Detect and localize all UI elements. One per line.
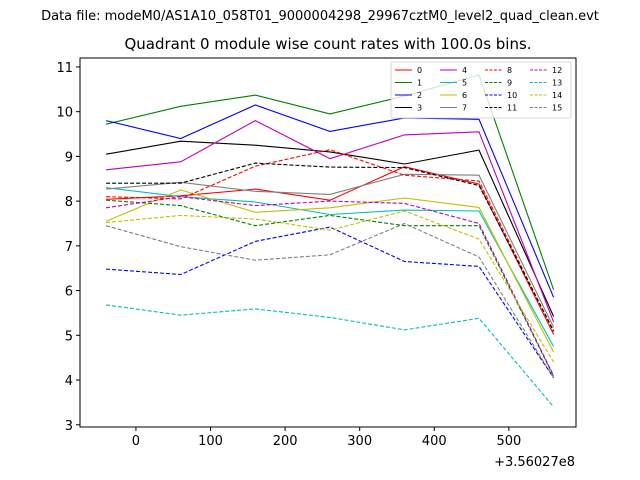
series-line-2 xyxy=(105,104,555,298)
series-line-0 xyxy=(106,166,555,335)
legend-label-7: 7 xyxy=(462,104,467,113)
legend-label-5: 5 xyxy=(462,79,467,88)
legend-label-13: 13 xyxy=(552,79,562,88)
series-line-7 xyxy=(106,173,555,328)
series-line-12 xyxy=(106,196,555,376)
y-tick-label: 5 xyxy=(65,329,73,344)
series-line-15 xyxy=(105,222,555,379)
legend-label-2: 2 xyxy=(417,91,422,100)
x-tick-label: 400 xyxy=(422,434,447,449)
legend-label-3: 3 xyxy=(417,104,422,113)
series-line-9 xyxy=(106,199,555,377)
series-line-4 xyxy=(106,119,555,323)
x-axis: 0 100 200 300 400 500 xyxy=(132,427,521,449)
chart-title: Quadrant 0 module wise count rates with … xyxy=(124,35,531,53)
series-line-11 xyxy=(106,162,555,332)
series-line-3 xyxy=(106,140,555,317)
series-line-8 xyxy=(106,149,555,332)
legend-label-1: 1 xyxy=(417,79,422,88)
y-axis: 3 4 5 6 7 8 9 10 11 xyxy=(56,61,80,434)
y-tick-label: 6 xyxy=(65,285,73,300)
legend-label-15: 15 xyxy=(552,104,562,113)
legend-label-8: 8 xyxy=(507,66,512,75)
series-line-13 xyxy=(106,304,555,408)
y-tick-label: 4 xyxy=(65,374,73,389)
x-tick-label: 500 xyxy=(496,434,521,449)
y-tick-label: 8 xyxy=(65,195,73,210)
plot-area xyxy=(79,57,577,428)
x-tick-label: 200 xyxy=(273,434,298,449)
y-tick-label: 7 xyxy=(65,240,73,255)
legend-label-4: 4 xyxy=(462,66,467,75)
series-line-14 xyxy=(106,210,555,363)
legend-label-6: 6 xyxy=(462,91,467,100)
legend-label-12: 12 xyxy=(552,66,562,75)
y-tick-label: 11 xyxy=(56,61,73,76)
legend-label-0: 0 xyxy=(417,66,422,75)
y-tick-label: 3 xyxy=(65,419,73,434)
x-tick-label: 100 xyxy=(198,434,223,449)
legend-box xyxy=(390,61,572,119)
series-line-6 xyxy=(105,189,555,353)
legend-label-11: 11 xyxy=(507,104,517,113)
series-line-10 xyxy=(106,226,555,379)
x-axis-offset-label: +3.56027e8 xyxy=(494,455,575,470)
chart-suptitle: Data file: modeM0/AS1A10_058T01_90000042… xyxy=(41,9,599,24)
y-tick-label: 10 xyxy=(56,106,73,121)
y-tick-label: 9 xyxy=(65,150,73,165)
legend-label-10: 10 xyxy=(507,91,517,100)
plot-lines xyxy=(105,74,555,408)
x-tick-label: 0 xyxy=(132,434,140,449)
x-tick-label: 300 xyxy=(347,434,372,449)
legend-label-14: 14 xyxy=(552,91,562,100)
legend-label-9: 9 xyxy=(507,79,512,88)
series-line-5 xyxy=(106,187,555,347)
